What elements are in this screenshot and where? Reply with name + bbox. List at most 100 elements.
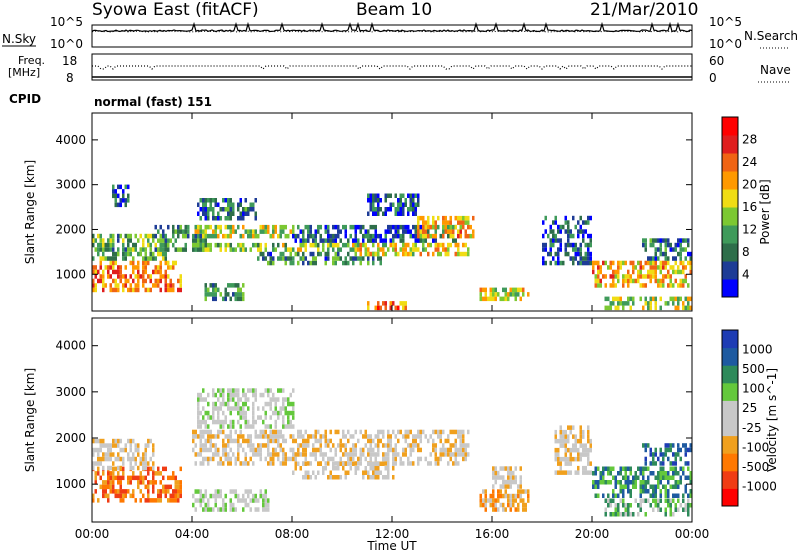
echo-cell	[582, 443, 585, 448]
echo-cell	[562, 224, 565, 230]
echo-cell	[382, 238, 385, 243]
echo-cell	[274, 434, 277, 439]
echo-cell	[242, 415, 245, 420]
echo-cell	[137, 484, 140, 490]
echo-cell	[127, 287, 130, 293]
echo-cell	[399, 461, 402, 466]
echo-cell	[354, 251, 357, 257]
echo-cell	[314, 438, 317, 444]
echo-cell	[297, 443, 300, 448]
echo-cell	[114, 466, 117, 472]
echo-cell	[172, 283, 175, 288]
echo-cell	[292, 388, 295, 393]
echo-cell	[214, 202, 217, 207]
echo-cell	[512, 479, 515, 485]
echo-cell	[317, 251, 320, 257]
echo-cell	[674, 507, 677, 512]
echo-cell	[129, 251, 132, 257]
echo-cell	[147, 471, 150, 476]
echo-cell	[354, 429, 357, 435]
echo-cell	[237, 283, 240, 288]
echo-cell	[199, 247, 202, 252]
echo-cell	[567, 434, 570, 439]
echo-cell	[409, 429, 412, 435]
echo-cell	[392, 233, 395, 239]
echo-cell	[659, 296, 662, 302]
echo-cell	[274, 429, 277, 435]
echo-cell	[434, 443, 437, 448]
echo-cell	[377, 452, 380, 457]
echo-cell	[234, 401, 237, 407]
echo-cell	[622, 305, 625, 311]
echo-cell	[194, 507, 197, 512]
echo-cell	[242, 461, 245, 466]
echo-cell	[687, 475, 690, 480]
echo-cell	[369, 434, 372, 439]
echo-cell	[674, 466, 677, 471]
echo-cell	[369, 447, 372, 453]
echo-cell	[612, 269, 615, 275]
echo-cell	[329, 242, 332, 248]
echo-cell	[219, 229, 222, 234]
echo-cell	[169, 283, 172, 288]
power-echo-region	[257, 251, 382, 266]
echo-cell	[499, 466, 502, 471]
echo-cell	[102, 438, 105, 444]
echo-cell	[644, 301, 647, 306]
echo-cell	[579, 229, 582, 234]
echo-cell	[327, 238, 330, 243]
echo-cell	[194, 242, 197, 248]
echo-cell	[372, 447, 375, 453]
echo-cell	[379, 438, 382, 444]
echo-cell	[392, 247, 395, 252]
echo-cell	[604, 466, 607, 471]
echo-cell	[462, 242, 465, 248]
echo-cell	[404, 229, 407, 234]
echo-cell	[237, 216, 240, 221]
echo-cell	[194, 224, 197, 230]
echo-cell	[132, 278, 135, 284]
echo-cell	[354, 443, 357, 448]
echo-cell	[414, 229, 417, 234]
echo-cell	[204, 419, 207, 425]
echo-cell	[114, 193, 117, 199]
echo-cell	[262, 256, 265, 261]
echo-cell	[569, 447, 572, 453]
echo-cell	[549, 247, 552, 252]
nave-trace	[92, 65, 692, 70]
echo-cell	[664, 493, 667, 498]
echo-cell	[344, 224, 347, 230]
echo-cell	[94, 489, 97, 494]
echo-cell	[667, 475, 670, 480]
echo-cell	[229, 461, 232, 466]
echo-cell	[594, 466, 597, 471]
echo-cell	[622, 301, 625, 306]
echo-cell	[469, 224, 472, 230]
echo-cell	[112, 471, 115, 476]
echo-cell	[554, 220, 557, 225]
echo-cell	[262, 429, 265, 435]
echo-cell	[524, 489, 527, 494]
echo-cell	[369, 233, 372, 239]
echo-cell	[334, 251, 337, 257]
echo-cell	[222, 447, 225, 453]
echo-cell	[92, 265, 95, 270]
echo-cell	[114, 251, 117, 257]
echo-cell	[207, 434, 210, 439]
echo-cell	[684, 305, 687, 311]
echo-cell	[199, 233, 202, 239]
echo-cell	[222, 410, 225, 416]
echo-cell	[439, 233, 442, 239]
echo-cell	[432, 238, 435, 243]
echo-cell	[362, 447, 365, 453]
echo-cell	[204, 211, 207, 216]
echo-cell	[277, 438, 280, 444]
echo-cell	[284, 397, 287, 402]
echo-cell	[644, 238, 647, 243]
echo-cell	[107, 443, 110, 448]
echo-cell	[572, 456, 575, 462]
freq-tick-bottom: 8	[66, 71, 74, 85]
echo-cell	[307, 461, 310, 466]
echo-cell	[124, 256, 127, 261]
echo-cell	[207, 456, 210, 462]
